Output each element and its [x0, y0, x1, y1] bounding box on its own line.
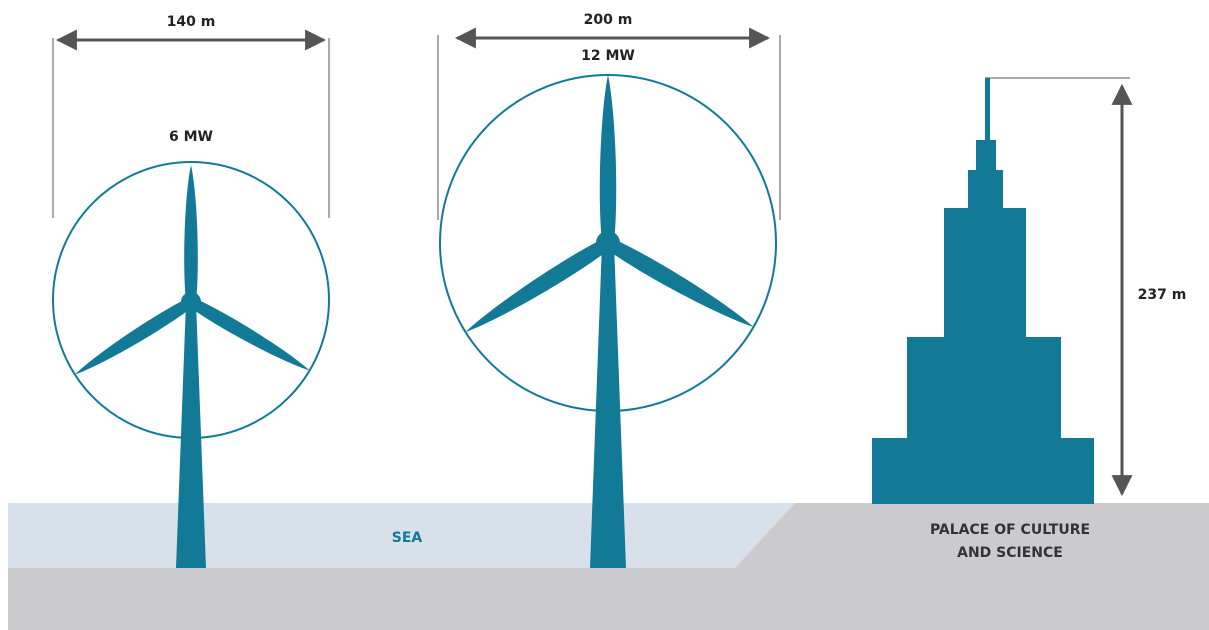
- building: [872, 78, 1094, 504]
- blades: [71, 165, 314, 381]
- turbine-large: [437, 27, 781, 568]
- sea-label: SEA: [392, 530, 423, 546]
- height-label: 237 m: [1138, 287, 1187, 303]
- turbine-small: [52, 29, 330, 568]
- tower: [590, 243, 626, 568]
- power-label: 12 MW: [581, 48, 635, 64]
- building-label: PALACE OF CULTURE: [930, 522, 1090, 538]
- tower: [176, 302, 206, 568]
- diameter-label: 200 m: [584, 12, 633, 28]
- diameter-label: 140 m: [167, 14, 216, 30]
- power-label: 6 MW: [169, 129, 213, 145]
- blades: [461, 75, 758, 340]
- building-label: AND SCIENCE: [957, 545, 1063, 561]
